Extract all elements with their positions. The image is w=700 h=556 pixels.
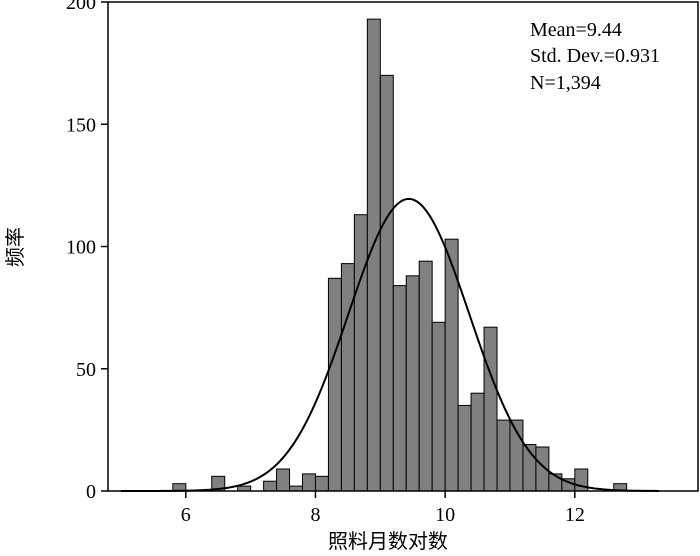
histogram-bar	[405, 275, 420, 492]
histogram-bar	[263, 480, 278, 492]
normal-curve	[120, 197, 660, 492]
y-tick-label: 150	[66, 114, 96, 136]
histogram-bar	[496, 419, 511, 492]
y-axis: 0 50 100 150 200	[66, 0, 108, 503]
histogram-bar	[340, 263, 355, 492]
y-tick-label: 0	[86, 481, 96, 503]
x-tick-label: 6	[181, 504, 191, 526]
y-tick-label: 200	[66, 0, 96, 14]
histogram-bar	[276, 468, 291, 492]
histogram-bars	[172, 18, 628, 492]
stats-std-dev: Std. Dev.=0.931	[530, 45, 660, 67]
histogram-bar	[457, 404, 472, 492]
histogram-bar	[470, 392, 485, 492]
histogram-bar	[392, 285, 407, 492]
histogram-bar	[353, 214, 368, 492]
y-axis-title: 频率	[3, 227, 27, 267]
x-tick-label: 8	[310, 504, 320, 526]
histogram-bar	[314, 475, 329, 492]
y-tick-label: 100	[66, 237, 96, 259]
x-tick-label: 10	[435, 504, 455, 526]
stats-box: Mean=9.44 Std. Dev.=0.931 N=1,394	[530, 19, 660, 94]
x-axis-title: 照料月数对数	[328, 529, 448, 553]
x-axis: 6 8 10 12	[181, 491, 585, 526]
histogram-bar	[418, 260, 433, 492]
histogram-bar	[431, 321, 446, 492]
y-tick-label: 50	[76, 359, 96, 381]
histogram-bar	[302, 473, 316, 492]
histogram-bar	[483, 326, 498, 492]
histogram-bar	[379, 74, 394, 492]
histogram-bar	[327, 277, 342, 492]
stats-n: N=1,394	[530, 72, 601, 94]
x-tick-label: 12	[565, 504, 585, 526]
stats-mean: Mean=9.44	[530, 19, 622, 41]
